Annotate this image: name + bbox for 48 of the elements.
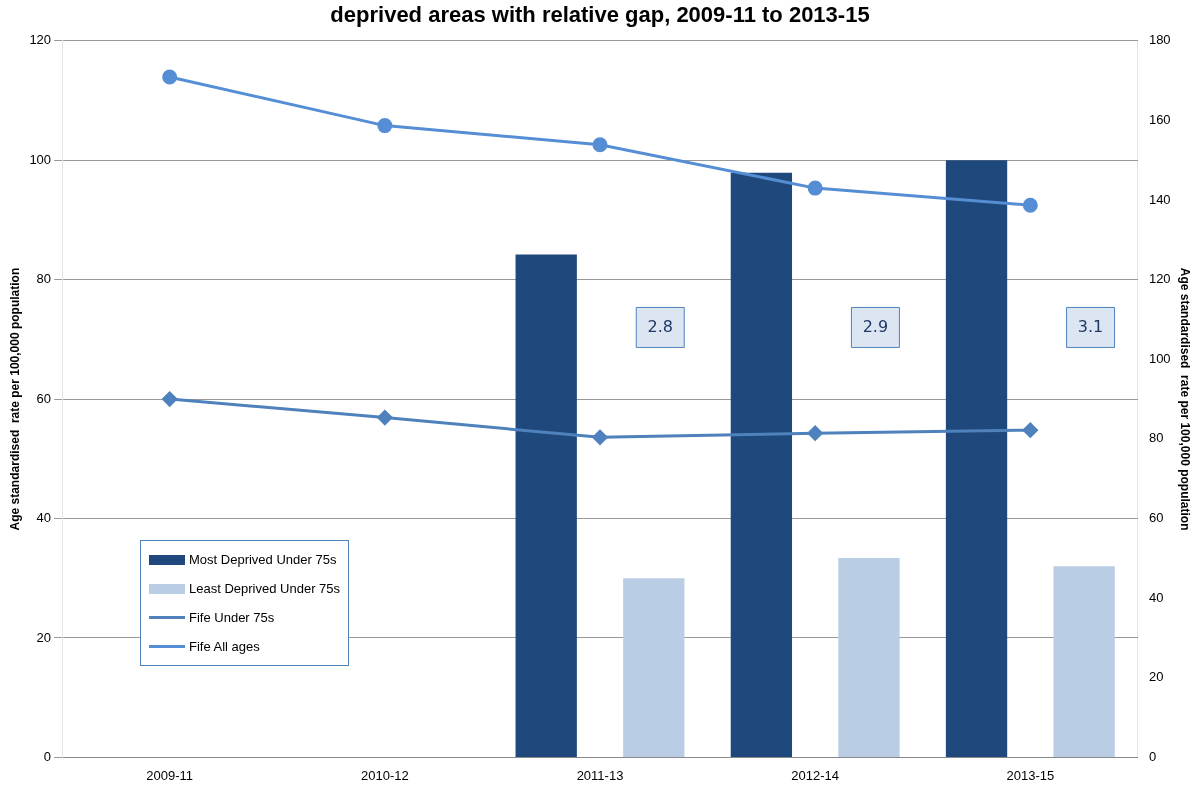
point (807, 425, 823, 441)
annotation: 2.8 (647, 316, 673, 336)
chart-title: deprived areas with relative gap, 2009-11 to 2013-15 (329, 2, 871, 28)
y2-tick-label: 40 (1148, 589, 1164, 605)
y2-tick-label: 100 (1148, 350, 1171, 366)
y-tick-label: 20 (36, 629, 52, 645)
y2-tick-label: 20 (1148, 669, 1164, 685)
y-tick-label: 100 (29, 151, 52, 167)
annotation: 3.1 (1077, 316, 1104, 336)
x-tick-label: 2013-15 (1006, 767, 1055, 783)
bar (838, 557, 900, 757)
y2-tick-label: 120 (1148, 271, 1171, 287)
annotation: 2.9 (862, 316, 889, 336)
x-tick-label: 2009-11 (146, 767, 194, 783)
y2-tick-label: 60 (1148, 510, 1164, 526)
bar (623, 578, 685, 757)
legend-label: Least Deprived Under 75s (189, 581, 341, 596)
y2-tick-label: 140 (1148, 191, 1171, 207)
y-tick-label: 60 (36, 390, 52, 406)
point (592, 429, 608, 445)
bar (1053, 566, 1115, 757)
y-tick-label: 0 (43, 748, 52, 764)
y2-tick-label: 80 (1148, 430, 1164, 446)
point (377, 118, 393, 134)
point (592, 137, 608, 153)
bar (945, 160, 1008, 757)
y-tick-label: 120 (29, 32, 52, 48)
point (807, 180, 823, 196)
point (162, 391, 178, 407)
x-tick-label: 2010-12 (360, 767, 409, 783)
legend-label: Fife Under 75s (189, 610, 275, 625)
bar (515, 254, 577, 757)
y2-tick-label: 160 (1148, 112, 1171, 127)
bar (730, 172, 793, 757)
y-tick-label: 40 (36, 510, 52, 526)
point (1022, 197, 1038, 213)
y2-axis-title: Age standardised rate per 100,000 population (1178, 267, 1193, 531)
point (1022, 422, 1038, 438)
point (377, 410, 393, 426)
y2-tick-label: 0 (1148, 748, 1157, 764)
legend-label: Fife All ages (189, 639, 260, 654)
point (162, 69, 178, 85)
x-tick-label: 2012-14 (791, 767, 840, 783)
y-tick-label: 80 (36, 271, 52, 287)
x-tick-label: 2011-13 (576, 767, 624, 783)
legend-label: Most Deprived Under 75s (189, 552, 337, 567)
y2-tick-label: 180 (1148, 32, 1171, 48)
y-axis-title: Age standardised rate per 100,000 population (7, 267, 22, 531)
